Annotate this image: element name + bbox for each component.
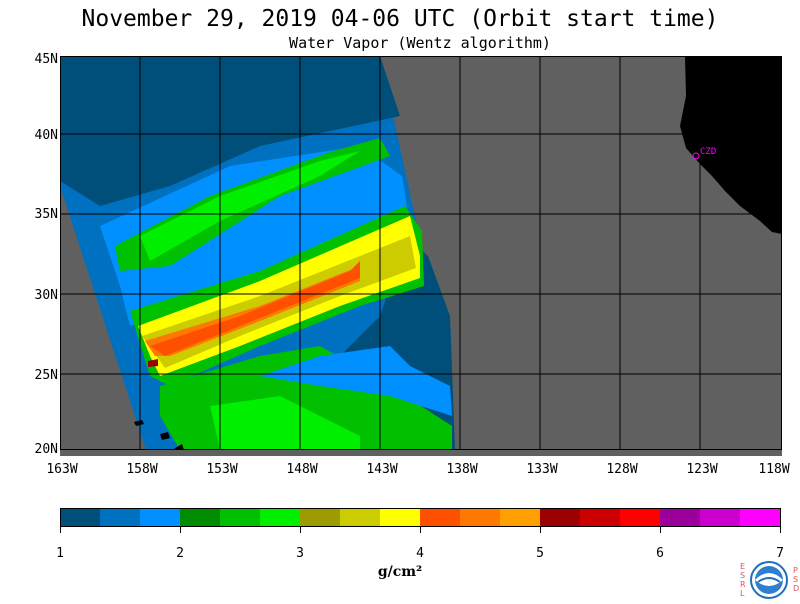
- lon-label-133w: 133W: [526, 462, 558, 477]
- colorbar-tick-2: 2: [176, 546, 184, 561]
- lat-label-35n: 35N: [34, 207, 58, 222]
- map-title: November 29, 2019 04-06 UTC (Orbit start…: [81, 6, 719, 32]
- colorbar-swatch: [140, 508, 181, 527]
- lon-label-123w: 123W: [686, 462, 718, 477]
- colorbar-unit: g/cm²: [377, 564, 423, 580]
- colorbar-tick-3: 3: [296, 546, 304, 561]
- colorbar-swatch: [580, 508, 621, 527]
- noaa-logo: E S R L P S D: [738, 556, 800, 600]
- green-south-light: [210, 396, 360, 450]
- lat-label-40n: 40N: [34, 128, 58, 143]
- lat-label-20n: 20N: [34, 442, 58, 457]
- hawaii-island: [172, 444, 184, 450]
- logo-letter-r: R: [740, 580, 746, 589]
- logo-letter-d: D: [793, 584, 800, 593]
- lat-label-45n: 45N: [34, 52, 58, 67]
- colorbar-swatch: [620, 508, 661, 527]
- colorbar-swatch: [340, 508, 381, 527]
- station-marker: [692, 152, 700, 160]
- colorbar-swatch: [300, 508, 341, 527]
- lat-lon-grid: [60, 56, 782, 450]
- orange-core: [150, 261, 360, 356]
- colorbar-swatch: [420, 508, 461, 527]
- logo-letter-s2: S: [793, 575, 799, 584]
- dark-blue-region: [60, 56, 400, 206]
- colorbar-swatch: [260, 508, 301, 527]
- lat-label-25n: 25N: [34, 368, 58, 383]
- lat-label-30n: 30N: [34, 288, 58, 303]
- colorbar-tick-5: 5: [536, 546, 544, 561]
- map-subtitle: Water Vapor (Wentz algorithm): [289, 34, 551, 52]
- colorbar-tick-1: 1: [56, 546, 64, 561]
- hawaii-island: [134, 420, 144, 426]
- lon-label-148w: 148W: [286, 462, 318, 477]
- colorbar-tick-7: 7: [776, 546, 784, 561]
- colorbar-swatch: [100, 508, 141, 527]
- logo-letter-l: L: [740, 589, 745, 598]
- colorbar-swatch: [740, 508, 781, 527]
- blue-south-region: [260, 346, 452, 416]
- logo-letter-s: S: [740, 571, 746, 580]
- colorbar-tick-4: 4: [416, 546, 424, 561]
- north-america-land: [680, 56, 782, 234]
- lon-label-158w: 158W: [126, 462, 158, 477]
- hawaii-island: [160, 432, 170, 440]
- station-label: CZD: [700, 147, 717, 157]
- lon-label-143w: 143W: [366, 462, 398, 477]
- colorbar-swatch: [540, 508, 581, 527]
- colorbar-swatch: [460, 508, 501, 527]
- logo-letter-e: E: [740, 562, 746, 571]
- lon-label-153w: 153W: [206, 462, 238, 477]
- lon-label-118w: 118W: [758, 462, 790, 477]
- colorbar-swatch: [220, 508, 261, 527]
- colorbar-swatch: [180, 508, 221, 527]
- colorbar-swatch: [60, 508, 101, 527]
- colorbar: [60, 508, 781, 533]
- lon-label-128w: 128W: [606, 462, 638, 477]
- map-border: [60, 56, 782, 450]
- lon-label-163w: 163W: [46, 462, 78, 477]
- dark-red-spot: [148, 359, 158, 367]
- lon-label-138w: 138W: [446, 462, 478, 477]
- green-band-north-light: [140, 151, 360, 261]
- colorbar-swatch: [380, 508, 421, 527]
- colorbar-swatch: [700, 508, 741, 527]
- colorbar-tick-6: 6: [656, 546, 664, 561]
- colorbar-swatch: [660, 508, 701, 527]
- water-vapor-map: [60, 56, 782, 456]
- colorbar-swatch: [500, 508, 541, 527]
- satellite-swath: [60, 56, 455, 450]
- logo-letter-p: P: [793, 566, 798, 575]
